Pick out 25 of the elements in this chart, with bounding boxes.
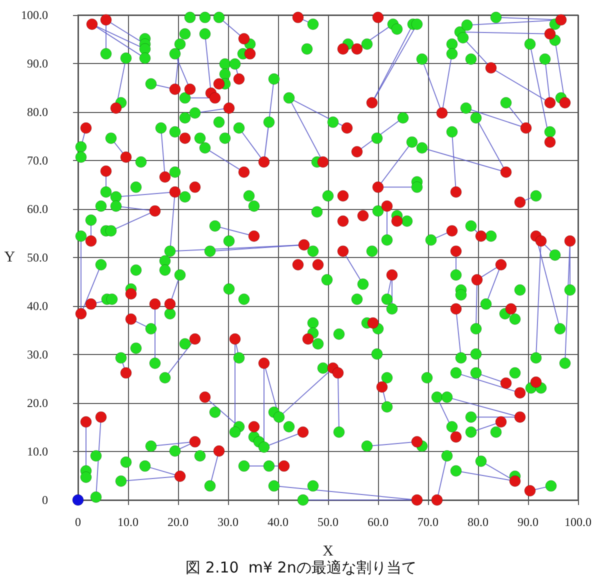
y-tick-label: 10.0 <box>27 444 48 458</box>
y-tick-label: 60.0 <box>27 202 48 216</box>
y-tick-label: 80.0 <box>27 105 48 119</box>
y-tick-label: 50.0 <box>27 250 48 264</box>
x-tick-label: 0 <box>75 515 81 529</box>
y-tick-label: 0 <box>42 493 48 507</box>
x-tick-label: 100.0 <box>564 515 592 529</box>
y-axis-title: Y <box>4 250 16 266</box>
y-tick-label: 20.0 <box>27 396 48 410</box>
x-tick-label: 70.0 <box>418 515 438 529</box>
x-tick-label: 10.0 <box>118 515 138 529</box>
x-tick-label: 90.0 <box>518 515 538 529</box>
x-axis-title: X <box>322 544 334 560</box>
x-tick-label: 30.0 <box>218 515 238 529</box>
y-tick-label: 70.0 <box>27 154 48 168</box>
y-tick-label: 30.0 <box>27 348 48 362</box>
x-tick-label: 60.0 <box>368 515 388 529</box>
x-tick-label: 40.0 <box>268 515 288 529</box>
y-tick-label: 90.0 <box>27 56 48 70</box>
x-tick-label: 20.0 <box>168 515 188 529</box>
y-tick-label: 100.0 <box>21 8 48 22</box>
y-tick-label: 40.0 <box>27 299 48 313</box>
x-tick-label: 50.0 <box>318 515 338 529</box>
x-tick-label: 80.0 <box>468 515 488 529</box>
text: 図 2.10 m¥ 2nの最適な割り当て <box>186 558 416 576</box>
